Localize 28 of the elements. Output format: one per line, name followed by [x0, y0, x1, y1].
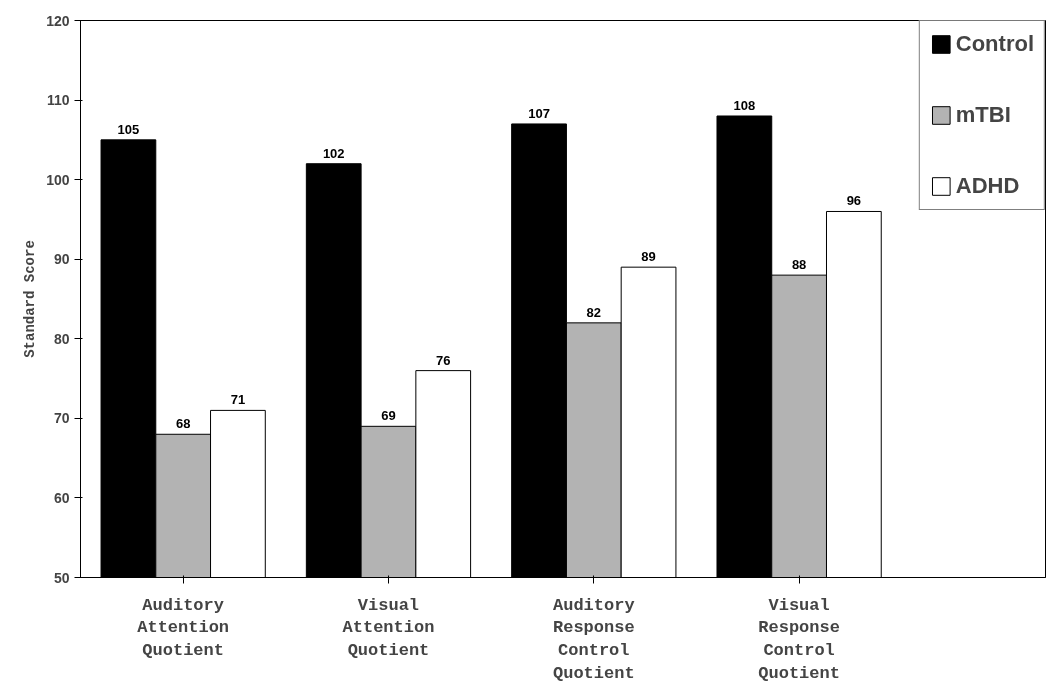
data-label: 68 — [175, 416, 191, 432]
data-label: 71 — [230, 392, 246, 408]
y-tick-label: 70 — [53, 410, 70, 427]
data-label: 107 — [528, 105, 550, 121]
data-label: 76 — [436, 352, 451, 368]
x-tick-label: Visual Attention Quotient — [342, 595, 435, 661]
data-label: 96 — [846, 193, 862, 209]
data-label: 102 — [322, 145, 345, 161]
y-tick-label: 60 — [53, 489, 70, 506]
data-label: 88 — [791, 257, 807, 273]
y-tick-label: 50 — [53, 569, 70, 586]
y-tick-label: 120 — [46, 12, 70, 29]
y-axis-title: Standard Score — [22, 240, 39, 358]
data-label: 108 — [733, 97, 756, 113]
data-label: 69 — [381, 408, 396, 424]
y-tick-label: 80 — [53, 330, 70, 347]
legend-label: ADHD — [955, 173, 1020, 199]
legend-label: mTBI — [955, 102, 1011, 128]
data-label: 105 — [117, 121, 140, 137]
y-tick-label: 110 — [46, 92, 70, 109]
x-tick-label: Auditory Response Control Quotient — [552, 595, 635, 683]
legend-label: Control — [955, 31, 1034, 57]
y-tick-label: 100 — [46, 171, 70, 188]
data-label: 89 — [641, 249, 656, 265]
data-label: 82 — [586, 304, 602, 320]
y-tick-label: 90 — [53, 251, 70, 268]
x-tick-label: Auditory Attention Quotient — [137, 595, 230, 661]
x-tick-label: Visual Response Control Quotient — [758, 595, 840, 683]
